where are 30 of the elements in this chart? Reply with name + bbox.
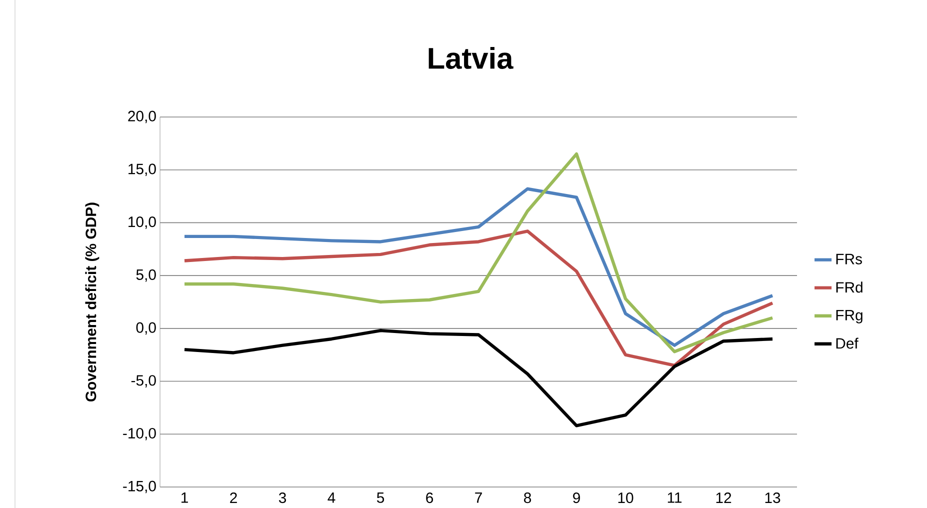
- y-tick-label: 15,0: [128, 164, 156, 176]
- line-series: [182, 152, 774, 354]
- line-series: [182, 328, 774, 428]
- y-tick-label: -5,0: [131, 375, 156, 388]
- y-axis-title: Government deficit (% GDP): [85, 202, 100, 402]
- x-tick-label: 12: [716, 492, 732, 503]
- x-tick-label: 2: [230, 492, 237, 503]
- x-tick-label: 1: [181, 492, 188, 503]
- x-tick-label: 6: [426, 492, 434, 504]
- line-series: [182, 230, 774, 368]
- y-tick-label: 5,0: [136, 269, 156, 282]
- y-tick-label: 0,0: [136, 322, 156, 335]
- x-tick-label: 11: [668, 492, 682, 503]
- x-tick-label: 13: [765, 492, 780, 504]
- x-tick-label: 9: [573, 492, 580, 504]
- legend-label: FRg: [836, 310, 862, 324]
- chart-title: Latvia: [428, 47, 514, 69]
- y-tick-label: 20,0: [128, 110, 156, 124]
- y-tick-label: 10,0: [128, 216, 156, 229]
- x-tick-label: 8: [524, 492, 532, 504]
- x-tick-label: 5: [376, 492, 384, 503]
- legend-label: FRs: [836, 254, 862, 264]
- x-tick-label: 10: [618, 492, 634, 504]
- legend-label: Def: [836, 338, 858, 349]
- y-tick-label: -10,0: [123, 428, 156, 440]
- x-tick-label: 4: [328, 492, 336, 503]
- y-tick-label: -15,0: [123, 480, 156, 494]
- legend-label: FRd: [836, 282, 862, 293]
- x-tick-label: 3: [278, 492, 286, 504]
- x-tick-label: 7: [475, 492, 482, 503]
